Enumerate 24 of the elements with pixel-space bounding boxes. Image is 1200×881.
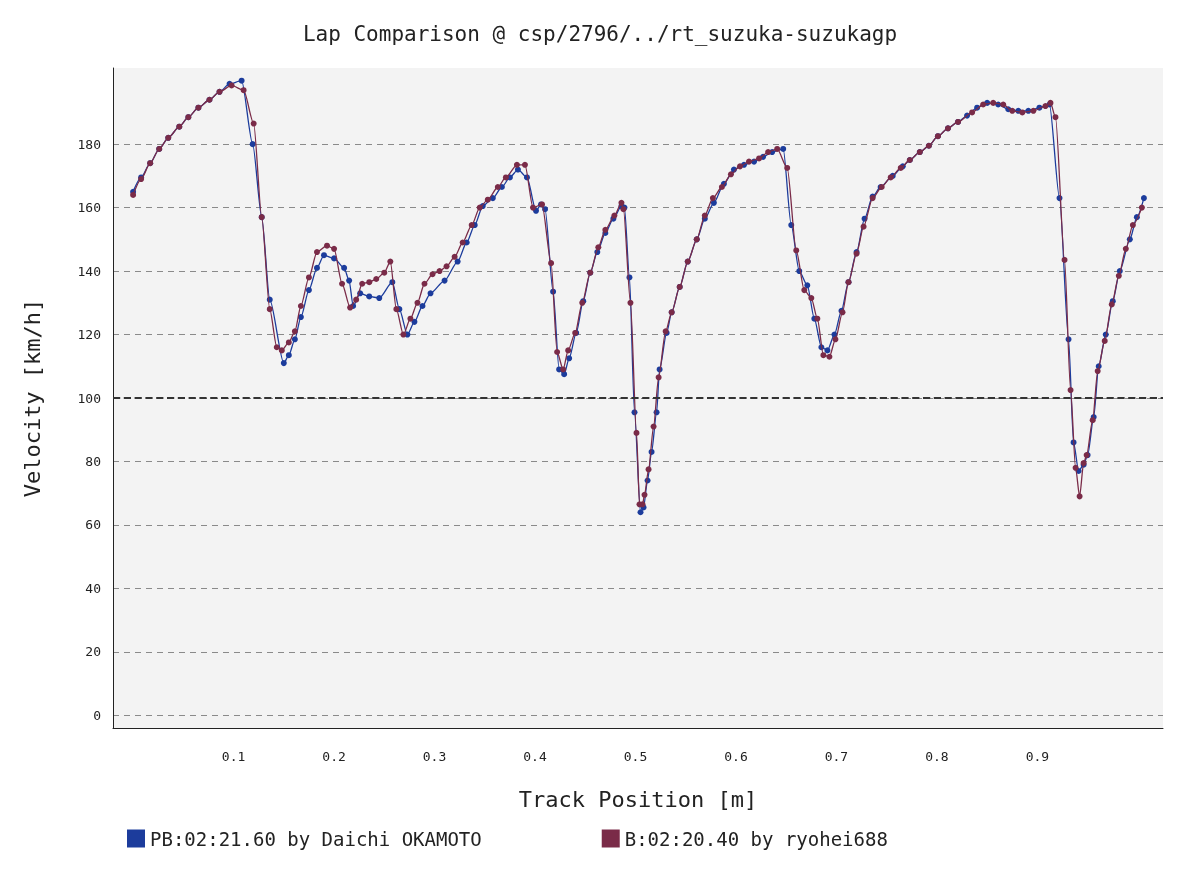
x-tick-label: 0.5 xyxy=(623,749,648,764)
y-tick-label: 120 xyxy=(77,327,101,343)
y-tick-label: 20 xyxy=(85,644,101,660)
y-tick-label: 180 xyxy=(77,136,101,152)
y-tick-label: 140 xyxy=(77,263,101,279)
x-tick-label: 0.3 xyxy=(422,749,447,764)
x-tick-label: 0.6 xyxy=(724,749,748,764)
legend-label: B:02:20.40 by ryohei688 xyxy=(624,827,888,850)
x-tick-label: 0.4 xyxy=(523,749,547,764)
y-tick-label: 160 xyxy=(77,200,101,216)
y-tick-label: 80 xyxy=(85,453,101,469)
chart-title: Lap Comparison @ csp/2796/../rt_suzuka-suzukagp xyxy=(302,21,898,46)
y-tick-label: 100 xyxy=(77,390,101,406)
x-axis-title: Track Position [m] xyxy=(518,786,758,812)
y-tick-label: 0 xyxy=(93,707,101,723)
y-tick-label: 60 xyxy=(85,517,101,533)
y-axis-title: Velocity [km/h] xyxy=(19,298,45,498)
x-tick-label: 0.1 xyxy=(221,749,246,764)
legend-label: PB:02:21.60 by Daichi OKAMOTO xyxy=(150,827,482,850)
x-tick-label: 0.2 xyxy=(322,749,346,764)
y-tick-label: 40 xyxy=(85,580,101,596)
x-tick-label: 0.8 xyxy=(925,749,949,764)
x-tick-label: 0.7 xyxy=(824,749,849,764)
x-tick-label: 0.9 xyxy=(1025,749,1050,764)
